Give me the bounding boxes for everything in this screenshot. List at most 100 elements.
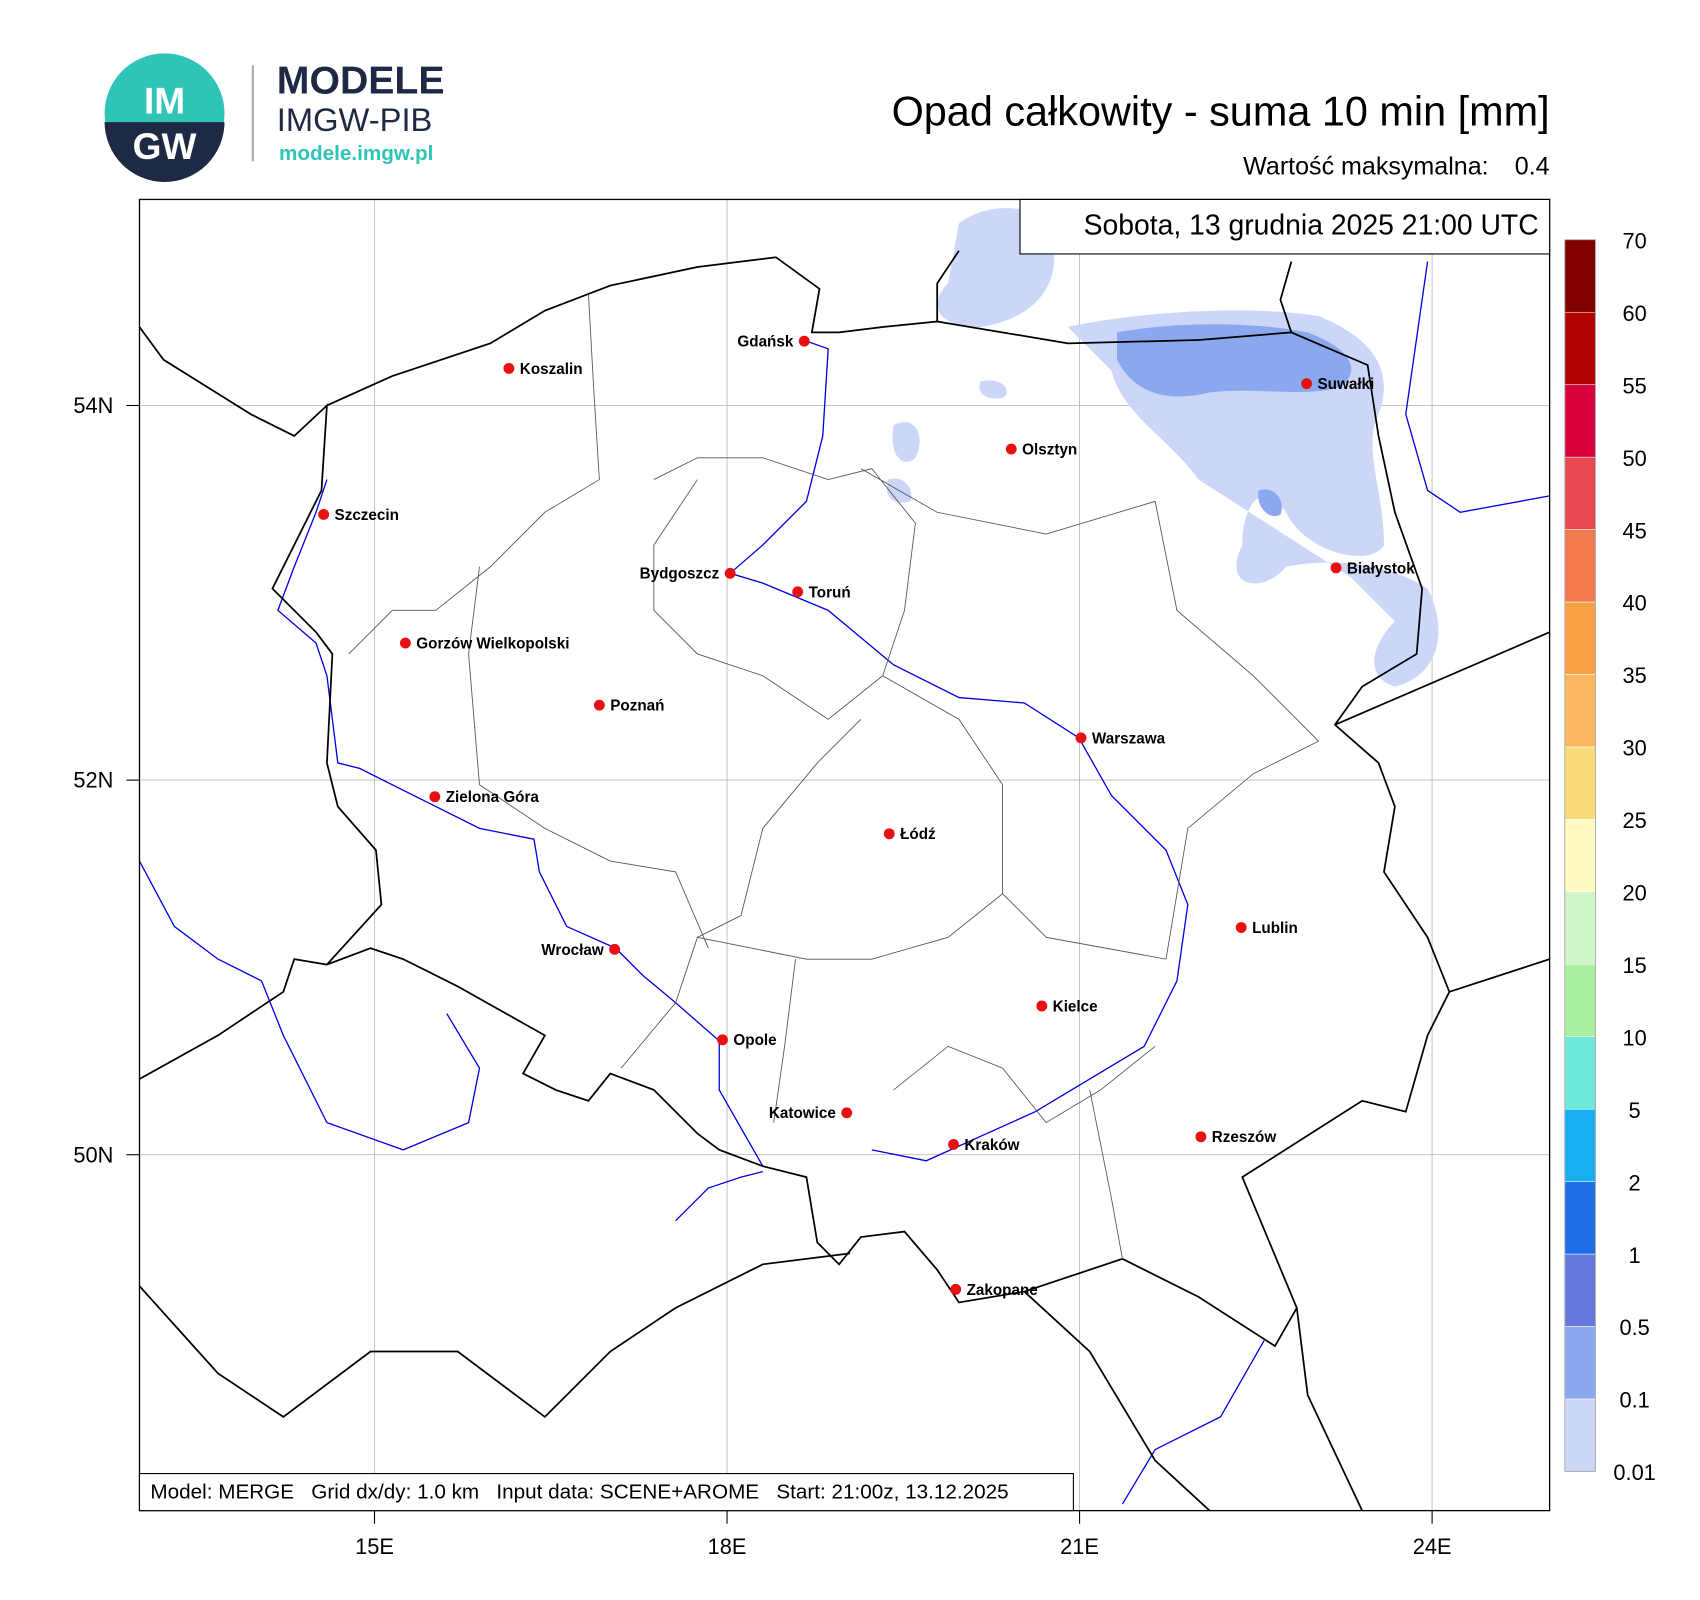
city-label: Koszalin (520, 361, 583, 378)
region-border (348, 294, 1319, 1259)
city-dot (948, 1138, 959, 1150)
city-dot (1005, 443, 1017, 455)
city-dot (1036, 1000, 1048, 1012)
colorbar-box (1564, 674, 1596, 748)
border (139, 256, 1451, 1348)
colorbar-label: 50 (1622, 446, 1646, 471)
x-tick-label: 15E (355, 1534, 394, 1559)
title: Opad całkowity - suma 10 min [mm] (892, 88, 1550, 134)
colorbar-box (1564, 456, 1596, 530)
city-label: Gorzów Wielkopolski (416, 636, 569, 653)
city-dot (1301, 378, 1313, 390)
colorbar-label: 0.5 (1619, 1315, 1649, 1340)
city-label: Olsztyn (1022, 441, 1077, 458)
colorbar-label: 30 (1622, 736, 1646, 761)
city-label: Warszawa (1092, 730, 1166, 747)
precip-area (1067, 310, 1439, 687)
city-dot (399, 637, 411, 649)
city-label: Rzeszów (1212, 1129, 1277, 1146)
colorbar-box (1564, 746, 1596, 820)
y-tick-label: 50N (73, 1142, 113, 1167)
colorbar-label: 0.01 (1613, 1460, 1655, 1485)
colorbar-box (1564, 1398, 1596, 1472)
colorbar-box (1564, 529, 1596, 603)
city-dot (503, 362, 515, 374)
footer: Model: MERGE Grid dx/dy: 1.0 km Input da… (150, 1481, 1008, 1504)
y-tick-label: 52N (73, 768, 113, 793)
city-label: Kraków (964, 1137, 1019, 1154)
colorbar-box (1564, 1181, 1596, 1255)
city-label: Bydgoszcz (640, 566, 720, 583)
map-area: Koszalin Gdańsk Suwałki Olsztyn Szczecin Biał… (139, 199, 1550, 1511)
city-dot (429, 791, 441, 803)
url: modele.imgw.pl (279, 142, 433, 165)
city-dot (950, 1283, 962, 1295)
city-label: Zakopane (967, 1282, 1038, 1299)
city-label: Zielona Góra (446, 789, 540, 806)
city-dot (1075, 732, 1087, 744)
brand: MODELE (277, 59, 445, 103)
colorbar-label: 55 (1622, 373, 1646, 398)
city-label: Toruń (809, 584, 851, 601)
footer-box (138, 1473, 1074, 1512)
colorbar-box (1564, 891, 1596, 965)
colorbar-box (1564, 1036, 1596, 1110)
colorbar-label: 2 (1629, 1170, 1641, 1195)
logo: IM GW MODELE IMGW-PIB modele.imgw.pl (104, 53, 445, 182)
colorbar-label: 10 (1622, 1025, 1646, 1050)
city-label: Suwałki (1318, 376, 1375, 393)
colorbar-label: 5 (1629, 1098, 1641, 1123)
x-tick-label: 21E (1060, 1534, 1099, 1559)
colorbar-frame (1564, 239, 1596, 1472)
city-label: Katowice (769, 1105, 836, 1122)
city-label: Białystok (1347, 560, 1415, 577)
max-label: Wartość maksymalna: (1243, 152, 1488, 180)
logo-lower (104, 122, 225, 182)
city-dot (609, 943, 621, 955)
y-tick-label: 54N (73, 393, 113, 418)
precip-area (886, 380, 1007, 503)
colorbar-label: 40 (1622, 591, 1646, 616)
colorbar-box (1564, 963, 1596, 1037)
max-value: 0.4 (1515, 152, 1550, 180)
city-dot (1330, 562, 1342, 574)
colorbar-label: 15 (1622, 953, 1646, 978)
colorbar-label: 1 (1629, 1243, 1641, 1268)
city-dot (841, 1107, 853, 1119)
colorbar-box (1564, 1253, 1596, 1327)
river (139, 261, 1550, 1505)
city-dot (593, 699, 605, 711)
city-label: Poznań (610, 698, 664, 715)
colorbar-label: 35 (1622, 663, 1646, 688)
city-dot (883, 828, 895, 840)
colorbar-box (1564, 819, 1596, 893)
cities: Koszalin Gdańsk Suwałki Olsztyn Szczecin Biał… (318, 334, 1415, 1299)
colorbar-box (1564, 601, 1596, 675)
x-tick-label: 18E (708, 1534, 747, 1559)
brand-sub: IMGW-PIB (277, 101, 433, 138)
city-label: Wrocław (541, 942, 604, 959)
city-label: Kielce (1053, 998, 1098, 1015)
city-dot (318, 508, 330, 520)
valid-time: Sobota, 13 grudnia 2025 21:00 UTC (1084, 209, 1539, 241)
city-label: Szczecin (335, 507, 399, 524)
logo-top: IM (144, 79, 185, 121)
time-box (1019, 198, 1551, 255)
border (139, 326, 383, 966)
logo-bottom: GW (133, 125, 197, 167)
city-dot (792, 586, 804, 598)
city-label: Łódź (900, 826, 936, 843)
regions (348, 294, 1319, 1259)
colorbar-label: 45 (1622, 518, 1646, 543)
colorbar-label: 25 (1622, 808, 1646, 833)
border (139, 250, 1550, 1511)
city-label: Lublin (1252, 920, 1298, 937)
city-dot (1235, 922, 1247, 933)
city-dot (798, 335, 810, 347)
colorbar-label: 0.1 (1619, 1388, 1649, 1413)
city-dot (717, 1034, 728, 1046)
colorbar-box (1564, 239, 1596, 313)
city-label: Opole (733, 1032, 776, 1049)
